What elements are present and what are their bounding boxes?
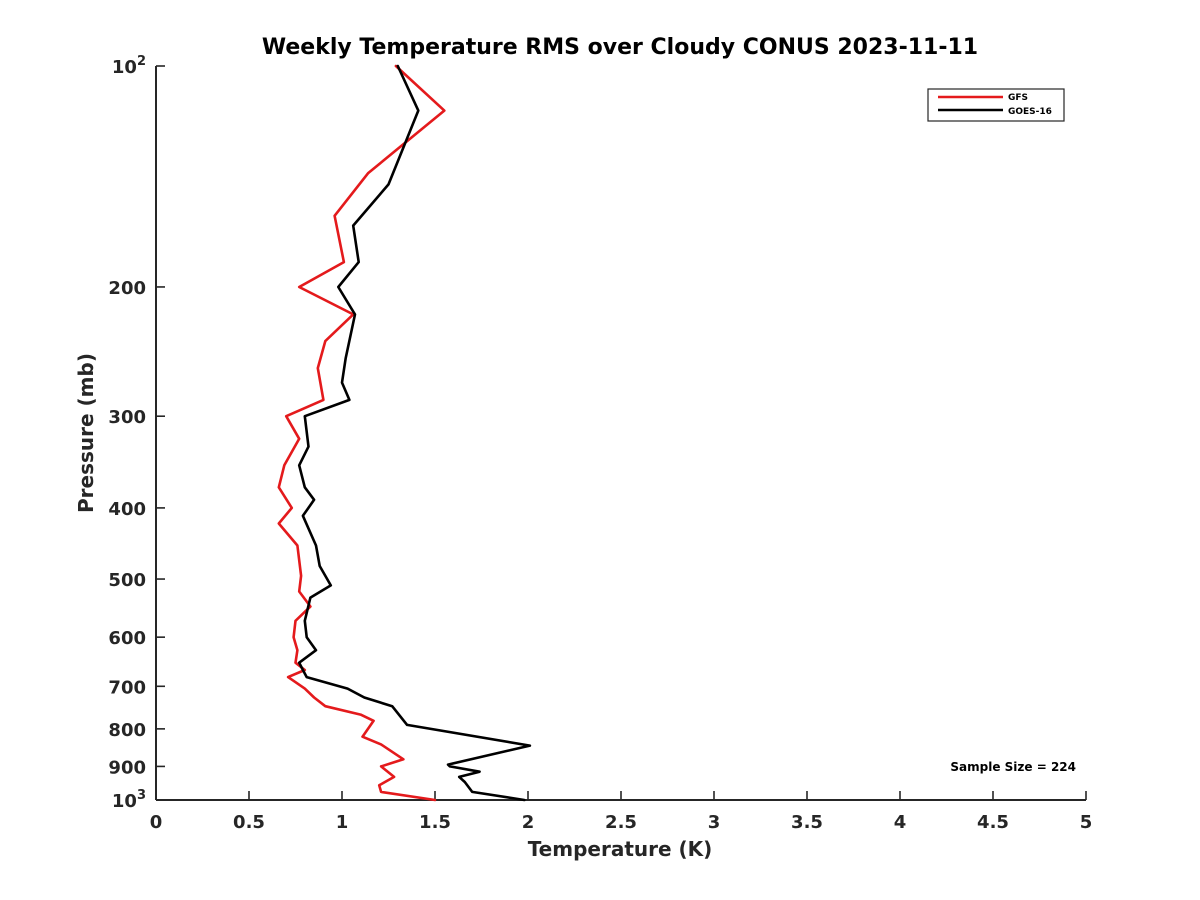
y-axis-title: Pressure (mb)	[74, 353, 98, 513]
y-tick-label: 200	[108, 278, 146, 299]
x-tick-label: 2	[522, 812, 535, 833]
x-tick-label: 0.5	[233, 812, 265, 833]
y-tick-label: 900	[108, 757, 146, 778]
y-tick-label: 600	[108, 628, 146, 649]
y-tick-label: 500	[108, 570, 146, 591]
x-tick-label: 3	[708, 812, 721, 833]
y-tick-label: 103	[112, 788, 146, 812]
x-axis-title: Temperature (K)	[528, 837, 713, 861]
x-tick-label: 5	[1080, 812, 1093, 833]
x-tick-label: 1.5	[419, 812, 451, 833]
legend-label-goes16: GOES-16	[1008, 107, 1052, 117]
chart-title: Weekly Temperature RMS over Cloudy CONUS…	[262, 35, 978, 60]
y-tick-label: 400	[108, 499, 146, 520]
series-layer	[277, 64, 532, 802]
x-tick-label: 2.5	[605, 812, 637, 833]
legend-box	[927, 88, 1065, 122]
legend: GFS GOES-16	[927, 88, 1065, 122]
x-tick-label: 4.5	[977, 812, 1009, 833]
series-line-gfs	[277, 64, 446, 802]
y-tick-label: 800	[108, 720, 146, 741]
series-line-goes-16	[297, 64, 532, 802]
y-tick-label: 700	[108, 677, 146, 698]
x-tick-label: 1	[336, 812, 349, 833]
x-tick-label: 4	[894, 812, 907, 833]
plot-area: 0 0.5 1 1.5 2 2.5 3 3.5 4 4.5 5 102 200 300 400 500 600…	[108, 54, 1092, 833]
x-tick-label: 0	[150, 812, 163, 833]
y-tick-label: 300	[108, 407, 146, 428]
sample-size-annotation: Sample Size = 224	[950, 760, 1076, 774]
y-axis-ticks: 102 200 300 400 500 600 700 800 900 103	[108, 54, 165, 812]
legend-label-gfs: GFS	[1008, 93, 1028, 103]
x-tick-label: 3.5	[791, 812, 823, 833]
y-tick-label: 102	[112, 54, 146, 78]
x-axis-ticks: 0 0.5 1 1.5 2 2.5 3 3.5 4 4.5 5	[150, 791, 1093, 833]
